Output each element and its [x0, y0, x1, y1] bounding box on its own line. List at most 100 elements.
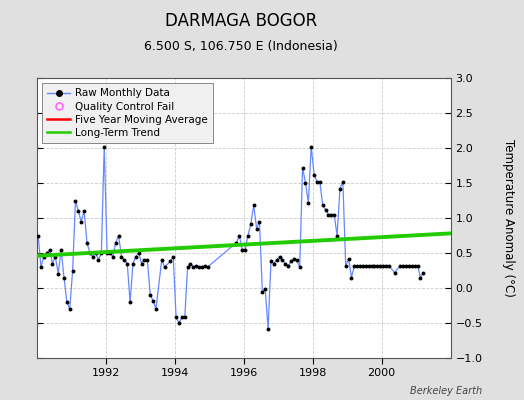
Point [296, 264, 304, 270]
Point [238, 246, 246, 253]
Point [287, 258, 296, 265]
Point [405, 262, 413, 269]
Point [108, 253, 117, 260]
Point [344, 255, 353, 262]
Point [356, 262, 364, 269]
Text: Berkeley Earth: Berkeley Earth [410, 386, 482, 396]
Point [198, 264, 206, 270]
Point [373, 262, 381, 269]
Point [137, 260, 146, 267]
Point [385, 262, 393, 269]
Point [261, 286, 269, 293]
Point [83, 239, 91, 246]
Point [244, 232, 252, 239]
Point [253, 225, 261, 232]
Point [71, 197, 80, 204]
Point [114, 232, 123, 239]
Point [413, 262, 422, 269]
Point [34, 232, 42, 239]
Point [135, 250, 143, 256]
Point [149, 298, 157, 304]
Point [362, 262, 370, 269]
Point [419, 270, 428, 276]
Point [169, 253, 178, 260]
Point [324, 211, 333, 218]
Point [186, 260, 194, 267]
Point [143, 257, 151, 263]
Point [396, 262, 405, 269]
Point [203, 264, 212, 270]
Point [120, 257, 128, 263]
Point [232, 239, 241, 246]
Point [293, 257, 301, 263]
Point [74, 208, 83, 214]
Point [146, 292, 155, 298]
Point [178, 314, 186, 321]
Point [330, 211, 339, 218]
Point [201, 262, 209, 269]
Point [192, 262, 200, 269]
Point [416, 274, 424, 281]
Point [86, 250, 94, 256]
Point [382, 262, 390, 269]
Point [66, 306, 74, 312]
Point [321, 206, 330, 213]
Point [46, 246, 54, 253]
Point [57, 246, 66, 253]
Point [37, 264, 45, 270]
Point [359, 262, 367, 269]
Point [241, 246, 249, 253]
Point [353, 262, 362, 269]
Point [106, 250, 114, 256]
Point [51, 253, 60, 260]
Point [258, 288, 267, 295]
Point [132, 253, 140, 260]
Point [249, 202, 258, 209]
Point [247, 220, 255, 227]
Point [264, 326, 272, 332]
Point [281, 260, 290, 267]
Point [126, 299, 134, 305]
Point [342, 262, 350, 269]
Point [370, 262, 379, 269]
Point [319, 202, 327, 209]
Y-axis label: Temperature Anomaly (°C): Temperature Anomaly (°C) [502, 139, 515, 297]
Point [48, 260, 57, 267]
Point [117, 253, 126, 260]
Point [399, 262, 407, 269]
Point [333, 232, 341, 239]
Point [235, 232, 244, 239]
Point [103, 250, 111, 256]
Point [89, 253, 97, 260]
Point [327, 211, 335, 218]
Point [304, 200, 312, 206]
Point [339, 178, 347, 185]
Point [315, 178, 324, 185]
Point [402, 262, 410, 269]
Point [350, 262, 358, 269]
Point [376, 262, 385, 269]
Point [255, 218, 264, 225]
Point [140, 257, 149, 263]
Point [298, 164, 307, 171]
Point [175, 320, 183, 326]
Point [367, 262, 376, 269]
Point [307, 143, 315, 150]
Point [40, 253, 48, 260]
Point [379, 262, 387, 269]
Point [267, 258, 275, 265]
Point [390, 270, 399, 276]
Point [69, 267, 77, 274]
Point [166, 258, 174, 265]
Point [152, 306, 160, 312]
Point [94, 257, 103, 263]
Point [183, 264, 192, 270]
Point [60, 274, 68, 281]
Point [77, 218, 85, 225]
Point [365, 262, 373, 269]
Point [91, 250, 100, 256]
Point [301, 180, 310, 186]
Point [172, 314, 180, 321]
Point [181, 314, 189, 321]
Legend: Raw Monthly Data, Quality Control Fail, Five Year Moving Average, Long-Term Tren: Raw Monthly Data, Quality Control Fail, … [42, 83, 213, 143]
